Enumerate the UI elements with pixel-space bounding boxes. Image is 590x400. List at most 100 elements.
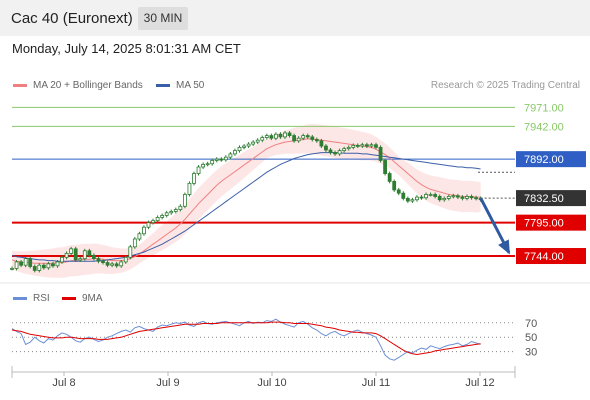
level-label-7942.00: 7942.00 — [524, 121, 564, 133]
candle-body — [324, 145, 328, 151]
rsi-ma-line — [11, 321, 481, 356]
candle-body — [460, 196, 465, 199]
candle-body — [410, 199, 415, 202]
candle-body — [237, 146, 242, 152]
candle-body — [155, 216, 160, 222]
candle-body — [160, 215, 165, 218]
candle-body — [69, 248, 74, 254]
legend-rsi: RSI — [13, 293, 50, 304]
timeframe-button[interactable]: 30 MIN — [138, 7, 188, 30]
candle-body — [201, 163, 206, 168]
ma20-line — [11, 138, 481, 264]
price-panel: 7971.00 7942.00 7892.00 7795.00 7744.00 7832.… — [0, 102, 590, 284]
rsi-line — [11, 318, 481, 361]
legend-rsi-ma-label: 9MA — [82, 293, 103, 304]
chart-datetime: Monday, July 14, 2025 8:01:31 AM CET — [12, 41, 241, 56]
last-price-tag — [516, 190, 586, 207]
legend-rsi-label: RSI — [33, 293, 50, 304]
candle-body — [314, 139, 319, 142]
x-axis: Jul 8 Jul 9 Jul 10 Jul 11 Jul 12 — [11, 366, 516, 389]
candle-body — [369, 144, 374, 147]
candle-body — [260, 137, 265, 141]
candle-body — [273, 133, 278, 139]
last-price-label: 7832.50 — [524, 193, 564, 205]
forecast-arrowhead — [498, 239, 510, 255]
candle-body — [64, 252, 69, 258]
candle-body — [123, 256, 128, 263]
candle-body — [196, 166, 201, 174]
rsi-tick-50: 50 — [525, 332, 537, 344]
candle-body — [469, 196, 474, 199]
candle-body — [401, 192, 406, 199]
candle-body — [455, 195, 460, 198]
candle-body — [392, 180, 397, 191]
candle-body — [164, 212, 169, 216]
candle-body — [10, 268, 14, 270]
candle-body — [41, 264, 46, 269]
candle-body — [292, 135, 297, 142]
candle-body — [82, 250, 87, 260]
level-label-7892.00: 7892.00 — [524, 154, 564, 166]
candle-body — [442, 198, 447, 201]
candle-body — [255, 139, 260, 143]
x-tick-label: Jul 11 — [362, 377, 391, 389]
candle-body — [342, 148, 347, 152]
candle-body — [242, 145, 246, 148]
candle-body — [437, 196, 442, 201]
candle-body — [355, 144, 360, 147]
candle-body — [14, 261, 19, 269]
candle-body — [110, 263, 114, 266]
candle-body — [346, 146, 351, 150]
candle-body — [310, 136, 315, 140]
ma50-swatch — [156, 84, 170, 87]
x-tick-label: Jul 10 — [257, 377, 286, 389]
candle-body — [383, 160, 388, 174]
x-tick-label: Jul 8 — [52, 377, 75, 389]
instrument-title: Cac 40 (Euronext) — [11, 10, 133, 27]
candle-body — [287, 132, 292, 136]
candle-body — [428, 194, 433, 196]
rsi-tick-30: 30 — [525, 347, 537, 359]
candle-body — [37, 264, 42, 271]
level-label-7971.00: 7971.00 — [524, 102, 564, 114]
candle-body — [28, 258, 33, 267]
legend-ma20: MA 20 + Bollinger Bands — [13, 80, 143, 91]
candle-body — [233, 150, 237, 155]
candle-body — [264, 135, 269, 138]
candle-body — [32, 266, 37, 271]
candle-body — [137, 233, 142, 240]
candle-body — [101, 260, 105, 263]
candle-body — [182, 194, 187, 207]
candle-body — [301, 135, 306, 139]
candle-body — [337, 150, 342, 155]
candle-body — [128, 246, 133, 258]
candle-body — [92, 254, 96, 260]
candle-body — [465, 196, 469, 199]
ma50-line — [11, 152, 481, 262]
candle-body — [146, 222, 151, 228]
candle-body — [269, 135, 274, 139]
legend-ma50-label: MA 50 — [176, 80, 205, 91]
candle-body — [169, 211, 174, 214]
candle-body — [87, 250, 92, 256]
candle-body — [378, 146, 383, 161]
candle-body — [119, 261, 124, 267]
rsi-panel: 70 50 30 — [11, 318, 537, 361]
candle-body — [223, 156, 228, 161]
candle-body — [419, 196, 424, 199]
candle-body — [328, 149, 333, 153]
candle-body — [278, 133, 283, 138]
candle-body — [228, 153, 233, 158]
bollinger-band — [12, 124, 481, 278]
candle-body — [396, 189, 401, 194]
candle-body — [246, 143, 251, 147]
candle-body — [151, 220, 155, 224]
candle-body — [51, 263, 55, 267]
x-tick-label: Jul 9 — [156, 377, 179, 389]
candle-body — [205, 163, 210, 166]
level-label-7744.00: 7744.00 — [524, 251, 564, 263]
candle-body — [142, 226, 146, 235]
level-tag-7795.00 — [516, 214, 586, 231]
rsi-swatch — [13, 297, 27, 300]
